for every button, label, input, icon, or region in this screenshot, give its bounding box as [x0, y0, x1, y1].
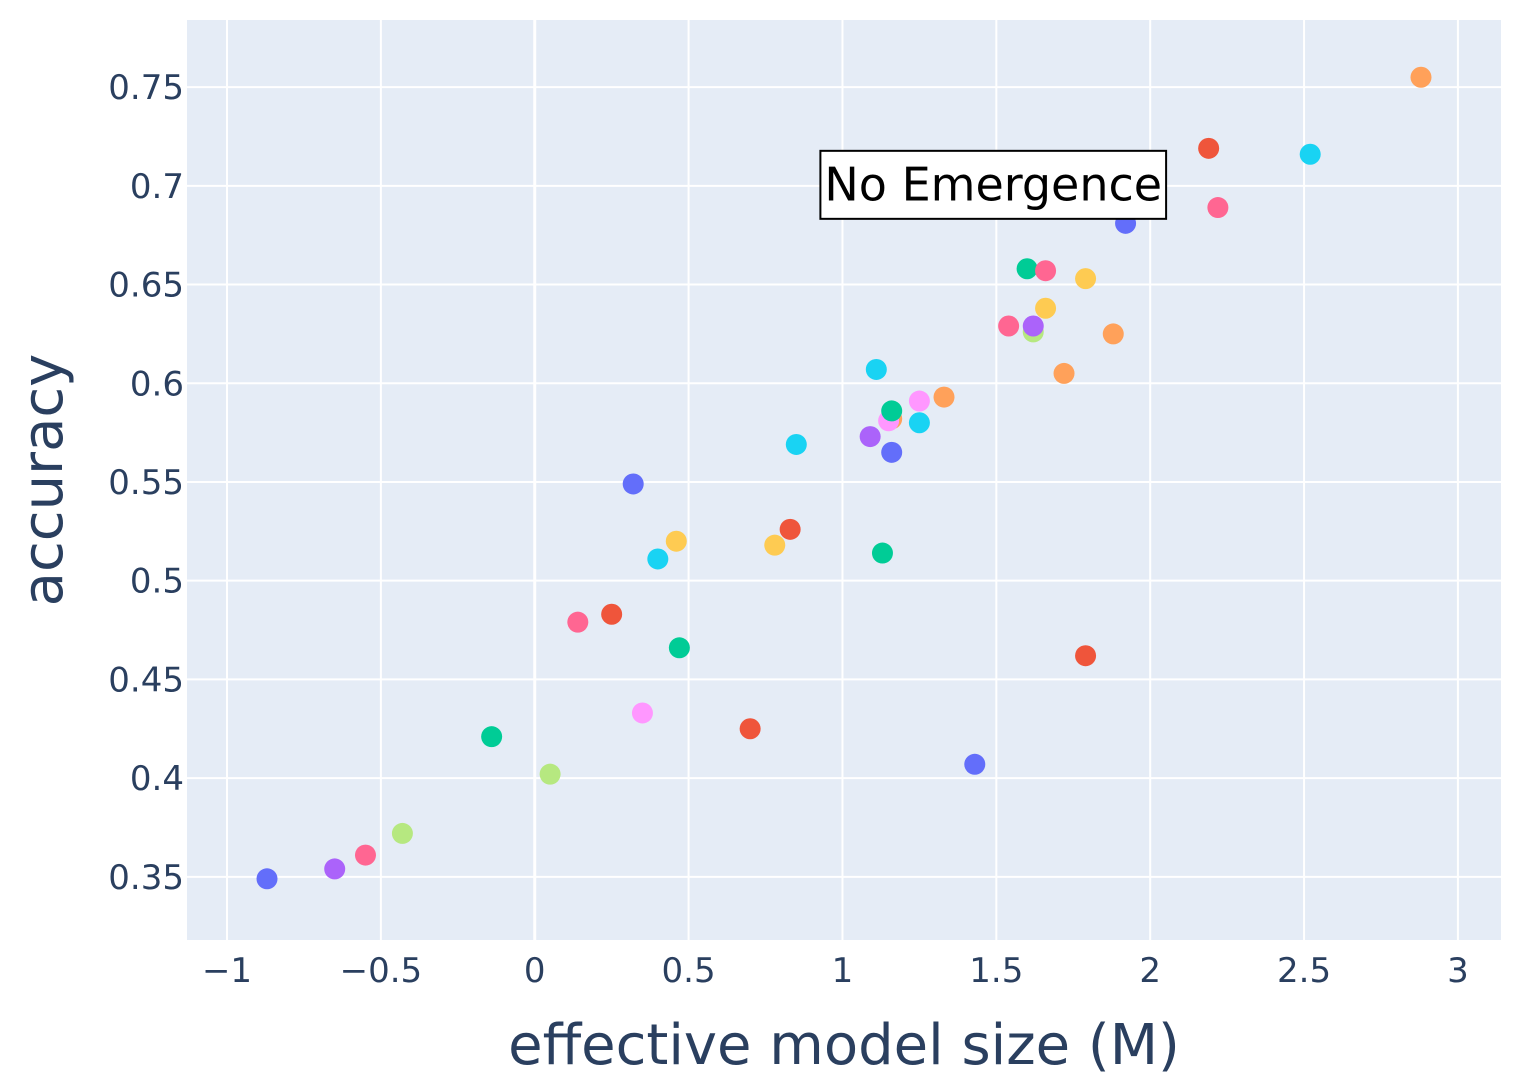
data-point [1016, 258, 1038, 280]
x-tick-labels: −1 −0.5 0 0.5 1 1.5 2 2.5 3 [202, 951, 1469, 991]
data-point [871, 542, 893, 564]
y-tick-label: 0.4 [130, 759, 184, 799]
data-point [1102, 323, 1124, 345]
data-point [647, 548, 669, 570]
annotation-box [819, 149, 1168, 220]
data-point [998, 315, 1020, 337]
data-point [1053, 362, 1075, 384]
x-tick-label: 2 [1139, 951, 1161, 991]
data-point [567, 611, 589, 633]
y-tick-label: 0.6 [130, 364, 184, 404]
annotation: No Emergence [819, 149, 1168, 220]
data-point [933, 386, 955, 408]
y-tick-label: 0.7 [130, 167, 184, 207]
x-tick-label: 0 [524, 951, 546, 991]
y-tick-label: 0.45 [108, 660, 184, 700]
x-tick-label: 0.5 [662, 951, 716, 991]
data-point [859, 426, 881, 448]
data-point [764, 534, 786, 556]
grid-lines [187, 20, 1501, 940]
data-point [1198, 137, 1220, 159]
data-point [354, 844, 376, 866]
data-point [631, 702, 653, 724]
data-point [964, 753, 986, 775]
y-tick-label: 0.75 [108, 68, 184, 108]
x-tick-label: 1.5 [969, 951, 1023, 991]
data-points [256, 66, 1432, 890]
data-point [1035, 260, 1057, 282]
data-point [908, 390, 930, 412]
annotation-text: No Emergence [824, 157, 1162, 211]
y-tick-label: 0.65 [108, 266, 184, 306]
data-point [1035, 297, 1057, 319]
data-point [785, 433, 807, 455]
y-tick-label: 0.5 [130, 562, 184, 602]
data-point [908, 412, 930, 434]
x-tick-label: 1 [832, 951, 854, 991]
x-tick-label: −1 [202, 951, 252, 991]
x-tick-label: 2.5 [1277, 951, 1331, 991]
data-point [324, 858, 346, 880]
data-point [1207, 197, 1229, 219]
y-axis-title: accuracy [11, 354, 76, 607]
y-tick-label: 0.55 [108, 463, 184, 503]
y-tick-labels: 0.35 0.4 0.45 0.5 0.55 0.6 0.65 0.7 0.75 [108, 68, 184, 898]
data-point [668, 637, 690, 659]
data-point [1075, 645, 1097, 667]
data-point [391, 822, 413, 844]
data-point [779, 518, 801, 540]
x-tick-label: 3 [1447, 951, 1469, 991]
data-point [601, 603, 623, 625]
data-point [1410, 66, 1432, 88]
x-tick-label: −0.5 [340, 951, 423, 991]
data-point [539, 763, 561, 785]
data-point [481, 726, 503, 748]
data-point [1075, 268, 1097, 290]
x-axis-title: effective model size (M) [508, 1013, 1180, 1078]
data-point [881, 400, 903, 422]
data-point [256, 868, 278, 890]
data-point [1022, 315, 1044, 337]
data-point [1299, 143, 1321, 165]
data-point [665, 530, 687, 552]
data-point [881, 441, 903, 463]
y-tick-label: 0.35 [108, 858, 184, 898]
data-point [622, 473, 644, 495]
data-point [865, 358, 887, 380]
data-point [739, 718, 761, 740]
